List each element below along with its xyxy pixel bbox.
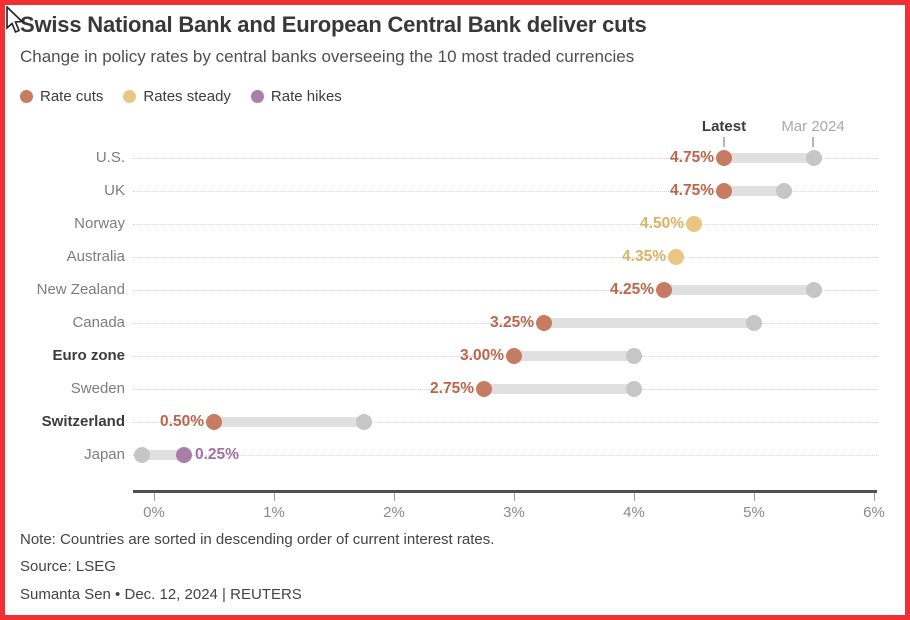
rate-value-label: 4.35% [622, 248, 666, 265]
dumbbell-connector [214, 417, 364, 427]
latest-rate-dot [716, 150, 732, 166]
legend-label: Rate cuts [40, 88, 104, 105]
row-label: UK [104, 182, 125, 199]
previous-rate-dot [626, 381, 642, 397]
x-axis-tick [874, 493, 875, 501]
latest-rate-dot [206, 414, 222, 430]
rate-value-label: 4.75% [670, 182, 714, 199]
dumbbell-connector [664, 285, 814, 295]
rate-value-label: 2.75% [430, 380, 474, 397]
rate-cuts-dot-icon [20, 90, 33, 103]
previous-rate-dot [626, 348, 642, 364]
row-label: Euro zone [52, 347, 125, 364]
legend-item-rates-steady: Rates steady [123, 88, 231, 105]
rate-value-label: 0.50% [160, 413, 204, 430]
legend: Rate cuts Rates steady Rate hikes [20, 88, 342, 105]
chart-source: Source: LSEG [20, 558, 116, 575]
latest-column-tick [723, 137, 725, 147]
chart-note: Note: Countries are sorted in descending… [20, 531, 495, 548]
previous-rate-dot [746, 315, 762, 331]
row-guide-line [133, 356, 877, 357]
rate-hikes-dot-icon [250, 90, 264, 103]
row-label: Australia [66, 248, 125, 265]
previous-rate-dot [134, 447, 150, 463]
dumbbell-connector [484, 384, 634, 394]
row-guide-line [133, 158, 877, 159]
x-axis-tick [634, 493, 635, 501]
legend-label: Rate hikes [270, 88, 342, 105]
latest-rate-dot [716, 183, 732, 199]
previous-rate-dot [776, 183, 792, 199]
latest-rate-dot [506, 348, 522, 364]
row-label: New Zealand [36, 281, 125, 298]
row-guide-line [133, 290, 877, 291]
mar-2024-column-tick [812, 137, 814, 147]
rate-value-label: 4.25% [610, 281, 654, 298]
mouse-cursor-icon [6, 6, 24, 34]
legend-label: Rates steady [143, 88, 231, 105]
rate-value-label: 4.50% [640, 215, 684, 232]
latest-rate-dot [668, 249, 684, 265]
chart-byline: Sumanta Sen • Dec. 12, 2024 | REUTERS [20, 586, 302, 603]
latest-rate-dot [476, 381, 492, 397]
x-axis-tick-label: 2% [383, 504, 405, 521]
x-axis-tick-label: 1% [263, 504, 285, 521]
previous-rate-dot [806, 150, 822, 166]
x-axis-tick-label: 0% [143, 504, 165, 521]
dumbbell-connector [544, 318, 754, 328]
dumbbell-connector [514, 351, 634, 361]
x-axis-tick-label: 4% [623, 504, 645, 521]
rate-value-label: 4.75% [670, 149, 714, 166]
x-axis-tick [154, 493, 155, 501]
column-header-mar-2024: Mar 2024 [781, 118, 845, 135]
rate-value-label: 0.25% [195, 446, 239, 463]
page-subtitle: Change in policy rates by central banks … [20, 47, 635, 66]
x-axis-tick [274, 493, 275, 501]
x-axis-tick-label: 6% [863, 504, 885, 521]
x-axis-tick [514, 493, 515, 501]
latest-rate-dot [536, 315, 552, 331]
column-header-latest: Latest [701, 118, 747, 135]
latest-rate-dot [686, 216, 702, 232]
row-guide-line [133, 224, 877, 225]
row-guide-line [133, 422, 877, 423]
row-label: U.S. [95, 149, 125, 166]
x-axis-tick-label: 3% [503, 504, 525, 521]
previous-rate-dot [356, 414, 372, 430]
row-guide-line [133, 257, 877, 258]
rates-steady-dot-icon [123, 90, 137, 103]
dumbbell-connector [724, 186, 784, 196]
row-guide-line [133, 323, 877, 324]
x-axis-tick-label: 5% [743, 504, 765, 521]
latest-rate-dot [656, 282, 672, 298]
rate-value-label: 3.00% [460, 347, 504, 364]
previous-rate-dot [806, 282, 822, 298]
x-axis-line [133, 490, 877, 493]
x-axis-tick [394, 493, 395, 501]
legend-item-rate-cuts: Rate cuts [20, 88, 103, 105]
rate-value-label: 3.25% [490, 314, 534, 331]
x-axis-tick [754, 493, 755, 501]
row-label: Japan [84, 446, 125, 463]
row-label: Sweden [70, 380, 125, 397]
row-label: Norway [74, 215, 125, 232]
dumbbell-connector [724, 153, 814, 163]
row-guide-line [133, 191, 877, 192]
legend-item-rate-hikes: Rate hikes [250, 88, 342, 105]
row-label: Switzerland [41, 413, 125, 430]
page-title: Swiss National Bank and European Central… [20, 12, 647, 37]
latest-rate-dot [176, 447, 192, 463]
row-guide-line [133, 455, 877, 456]
row-label: Canada [72, 314, 125, 331]
dumbbell-connector [142, 450, 184, 460]
